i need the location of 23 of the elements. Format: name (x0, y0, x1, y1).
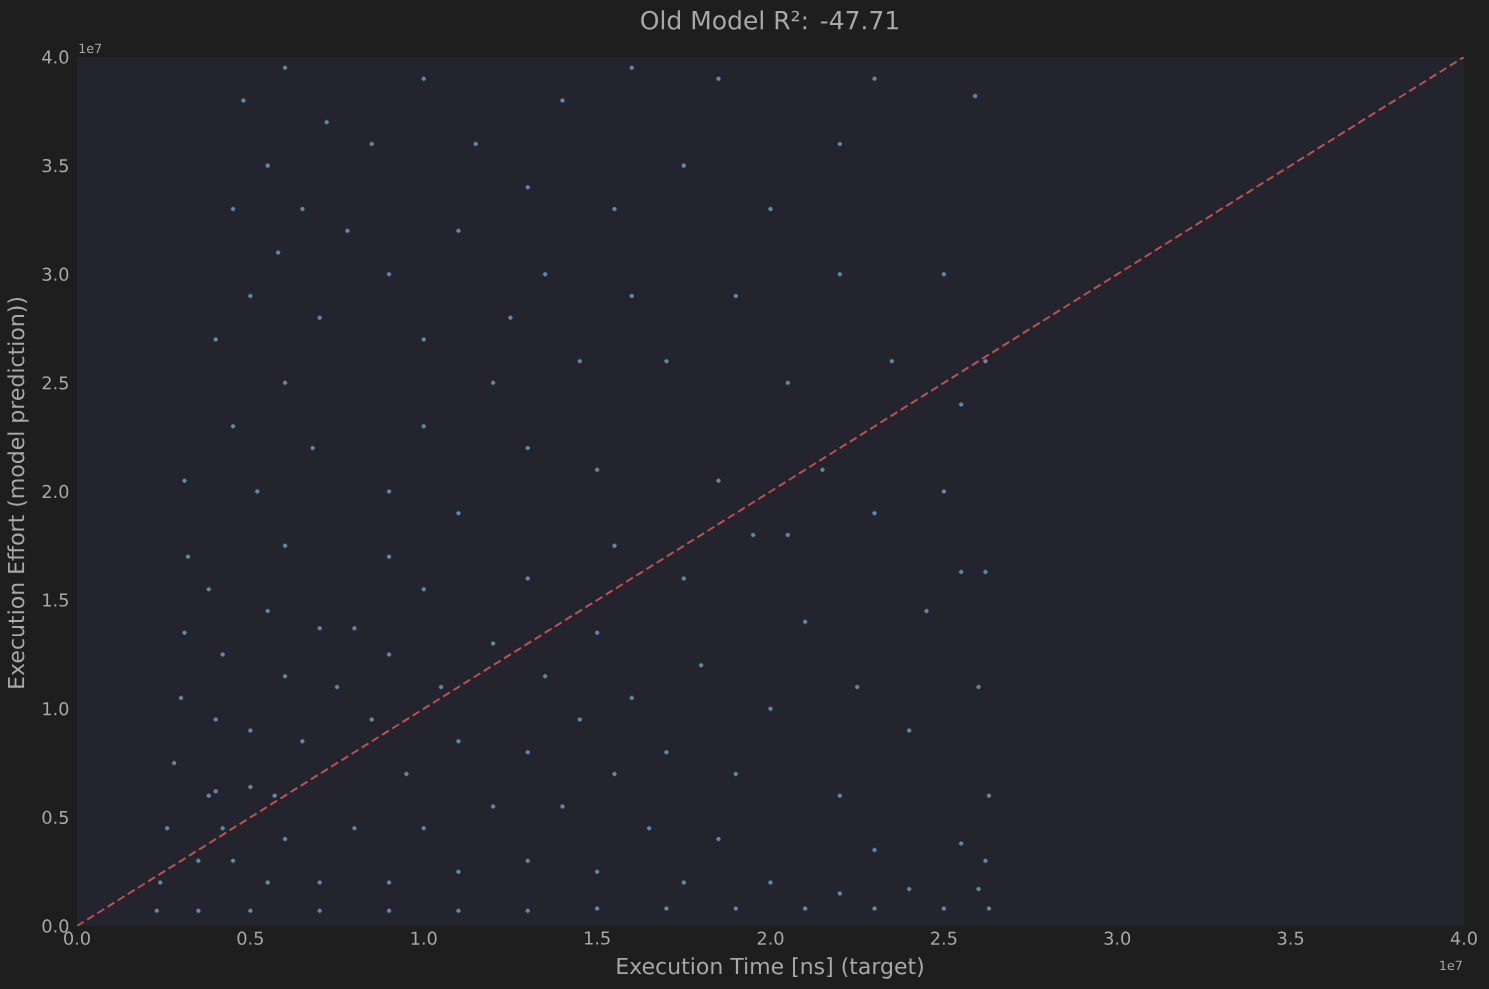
y-tick-label: 1.5 (43, 593, 68, 607)
chart-title: Old Model R²: -47.71 (641, 10, 898, 30)
y-axis-title: Execution Effort (model prediction)) (7, 297, 29, 688)
x-tick-label: 3.5 (1277, 931, 1304, 945)
y-tick-label: 2.0 (42, 484, 69, 499)
x-tick-label: 1.5 (584, 931, 610, 945)
text: 1e7 (1440, 960, 1462, 971)
x-tick-label: 2.5 (931, 931, 957, 945)
x-tick-label: 2.0 (757, 931, 784, 945)
y-tick-label: 1.0 (43, 702, 69, 716)
y-tick-label: 4.0 (42, 50, 69, 64)
x-axis-title: Execution Time [ns] (target) (617, 957, 923, 979)
x-tick-label: 1.0 (411, 931, 437, 945)
x-tick-label: 4.0 (1450, 931, 1477, 945)
y-tick-label: 0.0 (42, 919, 69, 933)
x-tick-label: 0.0 (64, 931, 90, 945)
y-tick-label: 3.0 (42, 267, 69, 281)
y-tick-label: 0.5 (42, 810, 68, 825)
x-tick-label: 0.5 (237, 931, 263, 945)
y-tick-label: 3.5 (42, 158, 68, 173)
y-tick-label: 2.5 (42, 376, 68, 390)
text: 1e7 (79, 43, 102, 54)
x-tick-label: 3.0 (1104, 931, 1131, 945)
